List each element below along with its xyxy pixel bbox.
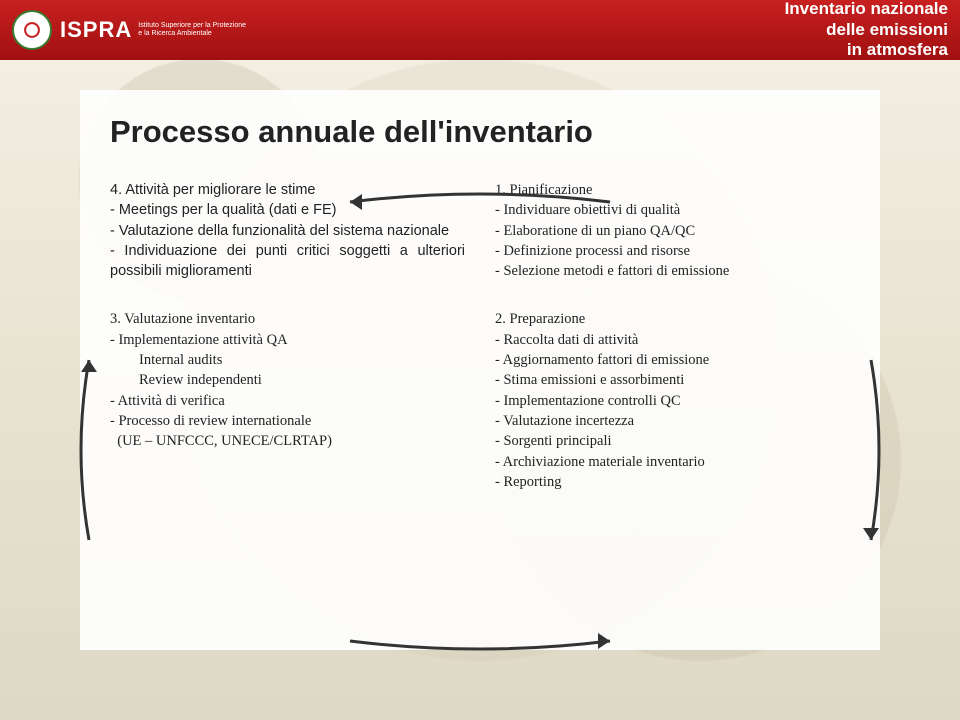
ispra-logo-subtitle: Istituto Superiore per la Protezione e l… bbox=[138, 22, 248, 37]
list-item: - Sorgenti principali bbox=[495, 431, 850, 451]
header-title: Inventario nazionale delle emissioni in … bbox=[785, 0, 948, 61]
cycle-arrow-left-icon bbox=[77, 350, 101, 550]
cycle-arrow-bottom-icon bbox=[340, 629, 620, 653]
list-item: - Valutazione incertezza bbox=[495, 411, 850, 431]
italy-emblem-icon bbox=[12, 10, 52, 50]
list-item: - Individuazione dei punti critici sogge… bbox=[110, 241, 465, 282]
slide-content-panel: Processo annuale dell'inventario 4. Atti… bbox=[80, 90, 880, 650]
list-item: Internal audits bbox=[110, 350, 465, 370]
list-item: - Stima emissioni e assorbimenti bbox=[495, 370, 850, 390]
header-title-line: delle emissioni bbox=[785, 20, 948, 40]
list-item: - Implementazione controlli QC bbox=[495, 391, 850, 411]
slide-title: Processo annuale dell'inventario bbox=[110, 114, 850, 150]
block-list: - Raccolta dati di attività - Aggiorname… bbox=[495, 330, 850, 492]
list-item: (UE – UNFCCC, UNECE/CLRTAP) bbox=[110, 431, 465, 451]
block-2-preparazione: 2. Preparazione - Raccolta dati di attiv… bbox=[495, 309, 850, 492]
list-item: - Processo di review internationale bbox=[110, 411, 465, 431]
ispra-logo-block: ISPRA Istituto Superiore per la Protezio… bbox=[60, 17, 248, 43]
process-cycle-grid: 4. Attività per migliorare le stime - Me… bbox=[110, 180, 850, 492]
list-item: - Definizione processi and risorse bbox=[495, 241, 850, 261]
list-item: - Aggiornamento fattori di emissione bbox=[495, 350, 850, 370]
header-title-line: Inventario nazionale bbox=[785, 0, 948, 20]
list-item: - Reporting bbox=[495, 472, 850, 492]
list-item: - Attività di verifica bbox=[110, 391, 465, 411]
list-item: Review independenti bbox=[110, 370, 465, 390]
block-head: 3. Valutazione inventario bbox=[110, 309, 465, 329]
block-3-valutazione: 3. Valutazione inventario - Implementazi… bbox=[110, 309, 465, 492]
header-bar: ISPRA Istituto Superiore per la Protezio… bbox=[0, 0, 960, 60]
list-item: - Elaboratione di un piano QA/QC bbox=[495, 221, 850, 241]
list-item: - Valutazione della funzionalità del sis… bbox=[110, 221, 465, 241]
list-item: - Implementazione attività QA bbox=[110, 330, 465, 350]
block-list: - Implementazione attività QA Internal a… bbox=[110, 330, 465, 452]
list-item: - Raccolta dati di attività bbox=[495, 330, 850, 350]
header-title-line: in atmosfera bbox=[785, 40, 948, 60]
list-item: - Selezione metodi e fattori di emission… bbox=[495, 261, 850, 281]
ispra-logo-text: ISPRA bbox=[60, 17, 132, 43]
block-head: 2. Preparazione bbox=[495, 309, 850, 329]
cycle-arrow-top-icon bbox=[340, 190, 620, 214]
list-item: - Archiviazione materiale inventario bbox=[495, 452, 850, 472]
cycle-arrow-right-icon bbox=[859, 350, 883, 550]
